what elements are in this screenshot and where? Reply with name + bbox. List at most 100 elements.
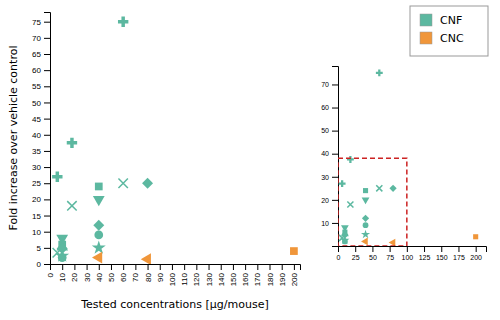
x-tick-mark [294, 264, 295, 270]
x-tick-mark [441, 246, 442, 252]
x-tick: 175 [453, 246, 465, 261]
y-tick-label: 5 [37, 244, 42, 253]
point [93, 196, 105, 206]
x-tick: 170 [253, 264, 262, 286]
point [347, 201, 353, 207]
x-tick-label: 175 [453, 254, 465, 261]
y-axis: 051015202530354045505560657075 [32, 13, 50, 270]
point [362, 215, 369, 222]
x-tick-label: 30 [83, 272, 92, 281]
y-axis-title: Fold increase over vehicle control [7, 46, 20, 231]
point [55, 249, 69, 262]
x-tick: 0 [46, 264, 55, 277]
y-tick: 40 [32, 131, 50, 140]
x-tick: 70 [131, 264, 140, 282]
x-tick-mark [74, 264, 75, 270]
x-tick-label: 200 [470, 254, 482, 261]
y-tick: 50 [32, 99, 50, 108]
x-tick-mark [172, 264, 173, 270]
y-tick-mark [44, 119, 50, 120]
point [95, 183, 103, 191]
y-tick-mark [332, 108, 338, 109]
point [363, 188, 368, 193]
x-tick: 150 [229, 264, 238, 286]
y-tick-label: 45 [32, 115, 41, 124]
x-tick-mark [99, 264, 100, 270]
legend-item: CNC [420, 32, 464, 45]
y-tick-label: 50 [32, 99, 41, 108]
y-tick-mark [44, 135, 50, 136]
y-axis-line [44, 13, 51, 265]
x-tick-mark [355, 246, 356, 252]
x-tick-mark [87, 264, 88, 270]
legend-swatch [420, 32, 432, 44]
point [92, 241, 106, 254]
x-tick: 30 [83, 264, 92, 282]
y-tick-mark [44, 151, 50, 152]
legend-label: CNC [440, 32, 464, 45]
y-axis-line [332, 67, 339, 247]
x-tick-mark [62, 264, 63, 270]
point [93, 220, 104, 231]
x-tick-label: 20 [70, 272, 79, 281]
point [363, 222, 369, 228]
point [361, 238, 368, 246]
legend-frame [410, 6, 488, 56]
point [52, 172, 62, 182]
x-tick-label: 180 [266, 272, 275, 286]
point [92, 252, 102, 264]
x-tick-label: 170 [253, 272, 262, 286]
y-tick: 5 [37, 244, 50, 253]
x-tick-label: 80 [144, 272, 153, 281]
y-tick: 15 [32, 212, 50, 221]
x-tick-mark [160, 264, 161, 270]
y-tick-label: 60 [32, 66, 41, 75]
x-tick-label: 150 [229, 272, 238, 286]
x-tick: 140 [217, 264, 226, 286]
x-tick: 120 [192, 264, 201, 286]
points [52, 16, 298, 264]
y-axis: 10203040506070 [321, 67, 338, 247]
x-tick-mark [196, 264, 197, 270]
x-tick-label: 100 [168, 272, 177, 286]
x-tick: 0 [337, 246, 341, 261]
y-tick: 60 [321, 104, 338, 111]
y-tick-label: 75 [32, 18, 41, 27]
x-tick: 160 [241, 264, 250, 286]
point [67, 138, 77, 148]
x-tick-label: 50 [107, 272, 116, 281]
point [67, 201, 76, 210]
x-tick-mark [184, 264, 185, 270]
y-tick-mark [44, 86, 50, 87]
x-tick-mark [372, 246, 373, 252]
y-tick-label: 35 [32, 147, 41, 156]
x-tick: 90 [156, 264, 165, 282]
y-tick: 20 [32, 195, 50, 204]
y-tick-label: 20 [321, 197, 329, 204]
x-axis-line [339, 247, 487, 253]
y-tick: 50 [321, 127, 338, 134]
x-tick-label: 160 [241, 272, 250, 286]
y-tick-mark [44, 70, 50, 71]
y-tick-mark [44, 22, 50, 23]
point [118, 179, 127, 188]
x-tick-label: 120 [192, 272, 201, 286]
y-tick-mark [44, 216, 50, 217]
point [58, 253, 67, 262]
x-tick-label: 40 [95, 272, 104, 281]
x-tick-label: 10 [58, 272, 67, 281]
y-tick-label: 20 [32, 195, 41, 204]
point [376, 185, 382, 191]
x-tick-label: 0 [46, 272, 55, 277]
x-tick-label: 100 [401, 254, 413, 261]
main-plot: 0102030405060708090100110120130140150160… [7, 12, 301, 311]
x-tick: 110 [180, 264, 189, 286]
y-tick-label: 10 [32, 228, 41, 237]
y-tick-label: 30 [321, 174, 329, 181]
y-tick: 55 [32, 82, 50, 91]
point [376, 70, 383, 77]
point [142, 178, 153, 189]
y-tick-label: 40 [32, 131, 41, 140]
y-tick-mark [332, 200, 338, 201]
x-tick-mark [111, 264, 112, 270]
